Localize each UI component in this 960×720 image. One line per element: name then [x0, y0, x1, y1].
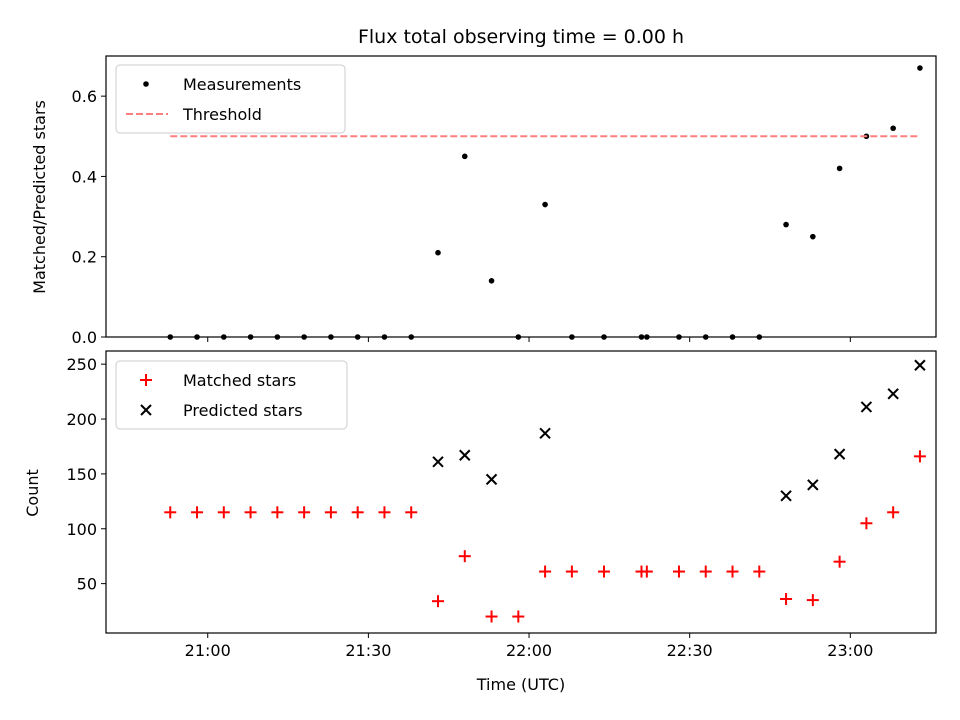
legend-measurements-marker [143, 81, 149, 87]
matched-stars-point [887, 506, 900, 519]
bottom-axes-frame [105, 350, 937, 634]
x-axis-label: Time (UTC) [476, 675, 565, 694]
matched-stars-point [860, 517, 873, 530]
legend-threshold-label: Threshold [182, 105, 262, 124]
measurement-point [836, 165, 843, 172]
bottom-legend: Matched stars Predicted stars [115, 360, 348, 430]
bottom-y-tick-label: 150 [66, 465, 97, 484]
matched-stars-point [598, 565, 610, 578]
predicted-stars-point [833, 448, 846, 460]
top-y-axis-label: Matched/Predicted stars [30, 100, 49, 294]
matched-stars-point [640, 565, 653, 578]
bottom-panel: 21:00 21:30 22:00 22:30 23:0050100150200250 … [23, 350, 937, 694]
top-y-tick-label: 0.2 [72, 248, 97, 267]
predicted-stars-point [485, 473, 498, 486]
bottom-y-axis-label: Count [23, 469, 42, 517]
matched-stars-point [833, 555, 846, 568]
matched-stars-point [913, 450, 926, 463]
top-y-tick-label: 0.6 [72, 87, 97, 106]
measurement-point [810, 233, 816, 240]
measurement-point [783, 221, 789, 228]
legend-measurements-label: Measurements [183, 75, 301, 94]
bottom-y-tick-label: 100 [66, 520, 97, 539]
bottom-plot-area [164, 359, 926, 623]
measurement-point [917, 65, 923, 71]
matched-stars-point [217, 506, 230, 519]
x-tick-label: 22:00 [506, 641, 552, 660]
predicted-stars-point [780, 490, 792, 502]
predicted-stars-point [860, 401, 873, 413]
x-tick-label: 21:30 [345, 641, 391, 660]
legend-predicted-label: Predicted stars [183, 401, 303, 420]
bottom-y-tick-label: 250 [66, 355, 97, 374]
matched-stars-point [432, 595, 444, 608]
top-axes-frame [105, 55, 937, 338]
top-plot-area [167, 65, 923, 340]
matched-stars-point [324, 506, 337, 519]
top-panel: 0.0 0.2 0.4 0.6 Matched/Predicted stars Mea… [30, 55, 937, 347]
x-tick-label: 23:00 [827, 641, 873, 660]
legend-predicted-marker [140, 404, 152, 416]
matched-stars-point [485, 610, 498, 623]
matched-stars-point [699, 565, 712, 578]
measurement-point [461, 153, 468, 160]
matched-stars-point [164, 506, 177, 519]
top-y-tick-label: 0.4 [72, 167, 97, 186]
predicted-stars-point [432, 456, 444, 468]
predicted-stars-point [459, 449, 471, 461]
top-y-tick-label: 0.0 [72, 328, 97, 347]
matched-stars-point [271, 506, 284, 519]
matched-stars-point [405, 506, 418, 519]
matched-stars-point [672, 565, 685, 578]
matched-stars-point [378, 506, 391, 519]
matched-stars-point [806, 594, 819, 607]
chart-title: Flux total observing time = 0.00 h [358, 26, 684, 48]
measurement-point [890, 125, 896, 132]
matched-stars-point [780, 592, 793, 605]
legend-matched-marker [140, 374, 152, 386]
matched-stars-point [244, 506, 257, 519]
matched-stars-point [753, 565, 766, 578]
top-axes: 0.0 0.2 0.4 0.6 [72, 87, 851, 347]
matched-stars-point [512, 610, 525, 623]
x-tick-label: 21:00 [185, 641, 231, 660]
matched-stars-point [458, 550, 471, 563]
matched-stars-point [565, 565, 578, 578]
measurement-point [542, 201, 548, 208]
predicted-stars-point [914, 359, 926, 371]
bottom-y-tick-label: 50 [77, 575, 97, 594]
matched-stars-point [298, 506, 311, 519]
matched-stars-point [191, 506, 204, 519]
matched-stars-point [539, 565, 552, 578]
top-legend-box [115, 64, 346, 134]
x-tick-label: 22:30 [667, 641, 713, 660]
top-legend: Measurements Threshold [115, 64, 346, 134]
matched-stars-point [726, 565, 739, 578]
measurement-point [488, 278, 495, 284]
bottom-legend-box [115, 360, 348, 430]
matched-stars-point [351, 506, 364, 519]
measurement-point [435, 249, 441, 256]
legend-matched-label: Matched stars [183, 371, 296, 390]
predicted-stars-point [887, 388, 899, 400]
bottom-y-tick-label: 200 [66, 410, 97, 429]
predicted-stars-point [539, 427, 551, 440]
predicted-stars-point [807, 479, 819, 491]
bottom-axes: 21:00 21:30 22:00 22:30 23:00 50 100 150 200 250 [66, 355, 873, 660]
